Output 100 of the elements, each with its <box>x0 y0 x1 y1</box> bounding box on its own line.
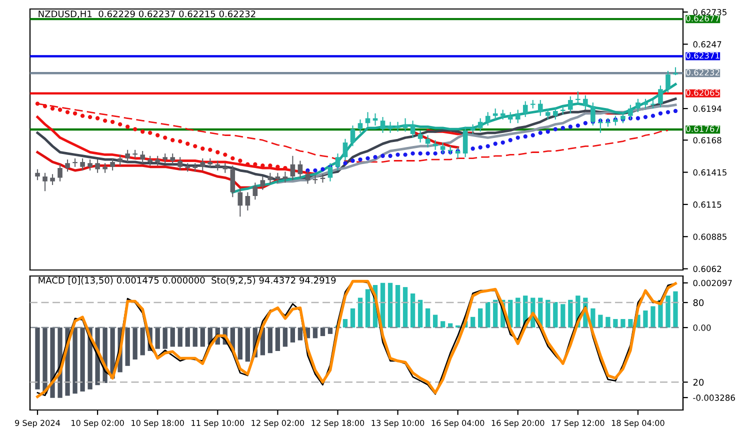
candlestick <box>110 158 115 170</box>
bar <box>395 284 400 328</box>
candlestick <box>162 153 168 164</box>
ref-line-label: 0.62065 <box>686 89 720 96</box>
x-tick-label: 16 Sep 04:00 <box>432 420 484 428</box>
y-tick-label: 0.6062 <box>693 266 722 272</box>
line-series <box>276 104 677 184</box>
bar <box>666 296 670 328</box>
x-tick-label: 13 Sep 10:00 <box>372 420 424 428</box>
candlestick <box>358 119 363 133</box>
point <box>50 106 55 111</box>
point <box>358 157 362 162</box>
point <box>568 124 572 129</box>
candlestick <box>208 158 213 168</box>
bar <box>493 300 498 328</box>
point <box>102 118 108 123</box>
point <box>418 151 422 156</box>
candlestick <box>140 151 145 164</box>
bar <box>328 328 333 334</box>
point <box>140 130 145 134</box>
bar <box>50 328 55 398</box>
point <box>110 120 115 124</box>
point <box>163 136 168 140</box>
candlestick <box>230 166 236 198</box>
bar <box>410 293 416 328</box>
point <box>320 167 325 172</box>
candlestick <box>560 106 566 115</box>
point <box>178 139 182 144</box>
point <box>208 148 212 152</box>
point <box>72 111 78 116</box>
bar <box>185 328 190 347</box>
point <box>673 108 678 114</box>
point <box>65 110 70 114</box>
bar <box>245 328 250 362</box>
candlestick <box>478 118 483 132</box>
bar <box>620 319 626 328</box>
y2-tick-label: 20 <box>693 378 704 386</box>
candlestick <box>522 101 528 118</box>
candlestick <box>95 160 100 173</box>
candlestick <box>238 188 243 217</box>
x-tick-label: 17 Sep 12:00 <box>552 420 604 428</box>
bar <box>192 328 198 347</box>
bar <box>388 282 393 328</box>
point <box>396 152 400 157</box>
candlestick <box>178 157 183 170</box>
bar <box>312 328 318 338</box>
candlestick <box>650 100 656 109</box>
point <box>546 130 550 134</box>
bar <box>470 316 476 328</box>
candlestick <box>350 126 356 146</box>
point <box>125 124 130 129</box>
x-tick-label: 16 Sep 20:00 <box>492 420 544 428</box>
x-tick-label: 18 Sep 04:00 <box>612 420 664 428</box>
bar <box>432 314 438 328</box>
candlestick <box>432 140 438 150</box>
candlestick <box>72 158 78 167</box>
candlestick <box>515 110 520 124</box>
candlestick <box>508 112 513 124</box>
candlestick <box>320 174 326 183</box>
y-tick-label: 0.6247 <box>693 41 722 48</box>
candlestick <box>155 156 160 166</box>
candlestick <box>530 100 536 109</box>
bar <box>560 304 566 328</box>
point <box>478 145 482 150</box>
candlestick <box>170 153 176 164</box>
point <box>650 114 656 118</box>
point <box>200 146 205 151</box>
bar <box>350 308 356 328</box>
point <box>523 134 528 139</box>
bar <box>643 310 648 328</box>
candlestick <box>42 172 48 192</box>
candlestick <box>538 100 543 116</box>
point <box>410 151 415 156</box>
point <box>576 123 580 128</box>
line-series <box>231 83 677 194</box>
x-tick-label: 11 Sep 10:00 <box>192 420 244 428</box>
candlestick <box>636 98 640 112</box>
bar <box>568 300 573 328</box>
point <box>118 122 122 126</box>
point <box>538 130 542 135</box>
point <box>403 152 408 157</box>
point <box>516 136 520 140</box>
candlestick <box>576 92 580 104</box>
point <box>42 104 48 108</box>
y-tick-label: 0.6115 <box>693 201 722 208</box>
bar <box>613 319 618 328</box>
candlestick <box>58 164 62 182</box>
bar <box>546 300 550 328</box>
bar <box>35 328 40 390</box>
candlestick <box>185 163 190 172</box>
candlestick <box>268 172 273 184</box>
candlestick <box>88 160 92 170</box>
bar <box>282 328 288 347</box>
point <box>508 138 512 142</box>
candlestick <box>553 107 558 120</box>
bar <box>418 300 423 328</box>
candlestick <box>282 172 288 183</box>
bar <box>132 328 138 360</box>
candlestick <box>222 163 228 173</box>
bar <box>162 328 168 349</box>
